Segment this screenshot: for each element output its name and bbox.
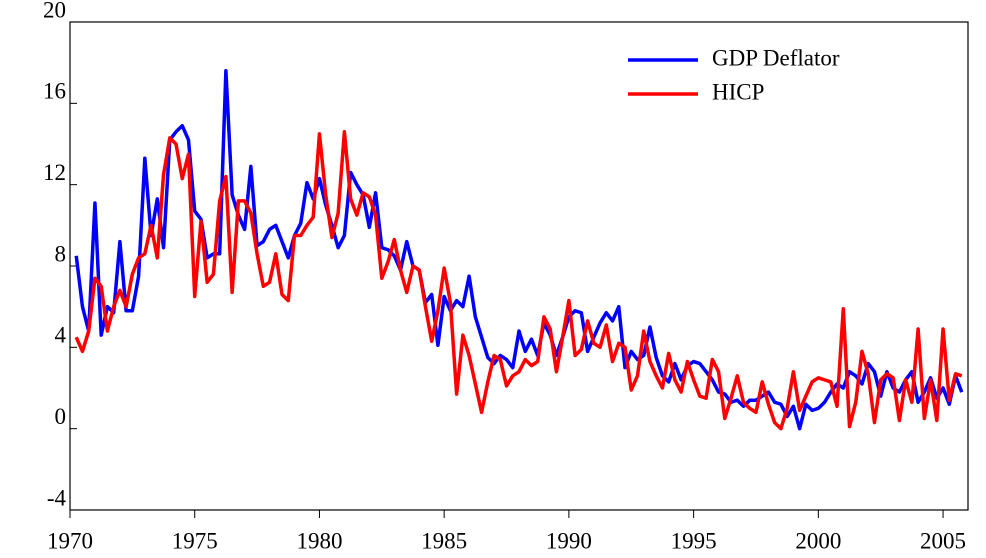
data-line [74,69,964,431]
x-tick-label: 1975 [172,528,218,553]
legend-label: HICP [712,79,764,104]
y-tick-label: 0 [55,404,67,429]
x-tick-label: 2000 [795,528,841,553]
x-tick-label: 1985 [421,528,467,553]
y-tick-label: 4 [55,323,67,348]
x-tick-label: 1980 [296,528,342,553]
y-tick-label: 16 [43,79,66,104]
x-tick-label: 1970 [47,528,93,553]
legend-label: GDP Deflator [712,45,840,70]
x-tick-label: 1995 [671,528,717,553]
x-tick-label: 1990 [546,528,592,553]
y-tick-label: 20 [43,0,66,22]
data-line [74,130,963,431]
x-tick-label: 2005 [920,528,966,553]
y-tick-label: -4 [47,485,67,510]
y-tick-label: 12 [43,160,66,185]
y-tick-label: 8 [55,241,67,266]
